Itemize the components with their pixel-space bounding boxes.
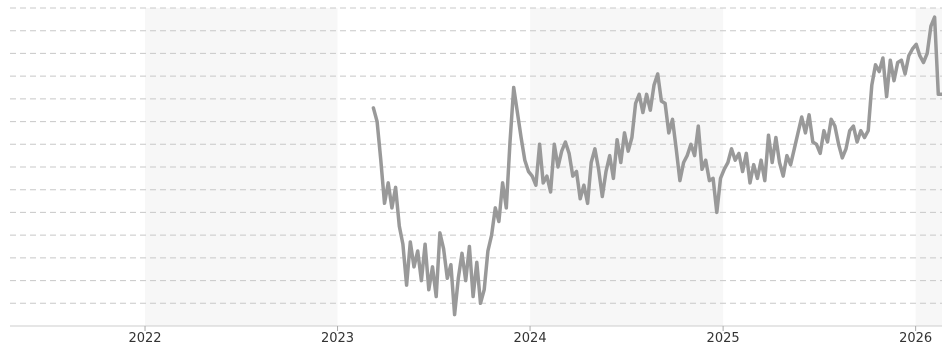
x-tick-label-2026: 2026	[899, 331, 932, 346]
series-line-0	[371, 15, 942, 317]
x-tick-label-2022: 2022	[128, 331, 161, 346]
x-tick-label-2024: 2024	[514, 331, 547, 346]
x-tick-label-2023: 2023	[321, 331, 354, 346]
x-tick-label-2025: 2025	[707, 331, 740, 346]
